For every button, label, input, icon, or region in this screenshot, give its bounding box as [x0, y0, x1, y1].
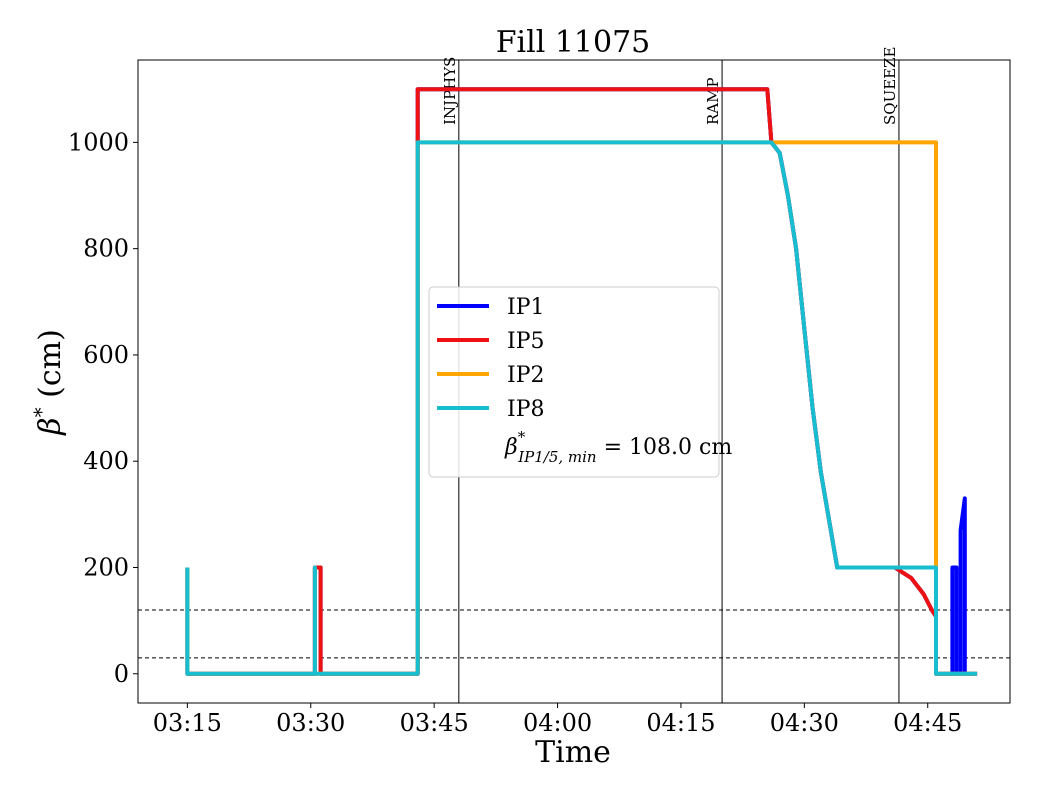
- y-axis-ticks: 0 200 400 600 800 1000: [68, 128, 138, 688]
- threshold-lines: [138, 609, 1010, 659]
- phase-label-ramp: RAMP: [704, 77, 722, 125]
- y-axis-label: β* (cm): [29, 329, 68, 436]
- x-tick-label: 03:30: [276, 709, 345, 737]
- series-lines: [185, 87, 978, 676]
- legend-label-ip8: IP8: [507, 397, 545, 422]
- y-tick-label: 0: [114, 660, 129, 688]
- x-tick-label: 04:45: [893, 709, 962, 737]
- y-tick-label: 600: [83, 341, 129, 369]
- legend-label-ip5: IP5: [507, 329, 545, 354]
- chart-title: Fill 11075: [496, 25, 651, 60]
- series-line-ip8: [185, 140, 978, 676]
- legend-box: [428, 286, 720, 478]
- plot-frame: [137, 59, 1011, 704]
- y-tick-label: 1000: [68, 128, 129, 156]
- x-tick-label: 04:30: [770, 709, 839, 737]
- y-tick-label: 200: [83, 553, 129, 581]
- x-tick-label: 03:15: [153, 709, 222, 737]
- legend-beta-min-note: β* IP1/5, min = 108.0 cm: [504, 428, 732, 466]
- x-tick-label: 04:15: [646, 709, 715, 737]
- axes-frame: [137, 59, 1011, 704]
- y-tick-label: 800: [83, 235, 129, 263]
- y-tick-label: 400: [83, 447, 129, 475]
- phase-label-squeeze: SQUEEZE: [881, 47, 899, 126]
- legend-label-ip1: IP1: [507, 295, 545, 320]
- legend: IP1 IP5 IP2 IP8 β* IP1/5, min = 108.0 cm: [428, 286, 732, 478]
- x-tick-label: 04:00: [523, 709, 592, 737]
- legend-label-ip2: IP2: [507, 363, 545, 388]
- x-axis-ticks: 03:15 03:30 03:45 04:00 04:15 04:30 04:45: [153, 703, 962, 737]
- x-axis-label: Time: [535, 735, 611, 770]
- x-tick-label: 03:45: [400, 709, 469, 737]
